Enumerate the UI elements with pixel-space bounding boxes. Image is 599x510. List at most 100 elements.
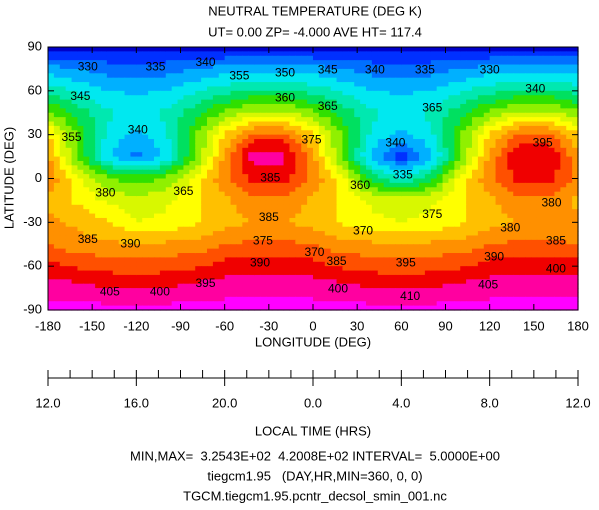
contour-cell bbox=[395, 147, 402, 153]
contour-cell bbox=[489, 156, 497, 162]
contour-cell bbox=[83, 217, 90, 223]
contour-cell bbox=[171, 121, 179, 127]
contour-cell bbox=[218, 143, 226, 149]
contour-cell bbox=[348, 152, 355, 158]
contour-cell bbox=[48, 235, 55, 241]
contour-cell bbox=[324, 55, 332, 61]
contour-cell bbox=[354, 64, 361, 70]
contour-cell bbox=[495, 77, 503, 83]
contour-cell bbox=[130, 222, 137, 228]
contour-cell bbox=[218, 182, 226, 188]
contour-cell bbox=[71, 235, 79, 241]
contour-cell bbox=[177, 51, 185, 57]
contour-cell bbox=[501, 73, 508, 79]
contour-cell bbox=[324, 117, 332, 123]
contour-cell bbox=[118, 143, 126, 149]
contour-cell bbox=[548, 77, 556, 83]
contour-cell bbox=[59, 73, 67, 79]
contour-cell bbox=[501, 178, 508, 184]
contour-cell bbox=[336, 253, 344, 258]
contour-cell bbox=[218, 60, 226, 66]
contour-cell bbox=[501, 51, 508, 57]
contour-cell bbox=[289, 64, 296, 70]
contour-cell bbox=[477, 253, 485, 258]
contour-cell bbox=[466, 108, 473, 114]
contour-cell bbox=[377, 47, 385, 52]
contour-cell bbox=[348, 182, 355, 188]
contour-cell bbox=[419, 160, 426, 166]
contour-cell bbox=[207, 68, 214, 74]
contour-cell bbox=[472, 274, 479, 280]
contour-cell bbox=[501, 152, 508, 158]
contour-cell bbox=[271, 165, 279, 171]
contour-cell bbox=[342, 283, 349, 289]
contour-cell bbox=[212, 139, 220, 145]
contour-cell bbox=[324, 261, 332, 267]
contour-cell bbox=[230, 182, 238, 188]
contour-cell bbox=[189, 90, 196, 96]
contour-cell bbox=[195, 130, 202, 136]
contour-cell bbox=[189, 95, 196, 101]
contour-cell bbox=[383, 64, 391, 70]
contour-cell bbox=[366, 99, 373, 105]
contour-cell bbox=[454, 174, 461, 180]
contour-cell bbox=[366, 125, 373, 131]
contour-cell bbox=[201, 160, 208, 166]
contour-cell bbox=[501, 204, 508, 210]
contour-cell bbox=[536, 160, 544, 166]
contour-cell bbox=[307, 64, 314, 70]
contour-cell bbox=[71, 99, 79, 105]
contour-cell bbox=[77, 283, 84, 289]
contour-cell bbox=[159, 257, 167, 263]
contour-cell bbox=[436, 103, 444, 109]
contour-cell bbox=[165, 169, 173, 175]
contour-cell bbox=[295, 226, 302, 232]
contour-cell bbox=[277, 274, 285, 280]
contour-cell bbox=[360, 99, 367, 105]
contour-cell bbox=[548, 64, 556, 70]
contour-cell bbox=[260, 279, 267, 285]
contour-cell bbox=[442, 274, 450, 280]
contour-cell bbox=[260, 213, 267, 219]
contour-cell bbox=[177, 68, 185, 74]
contour-cell bbox=[271, 152, 279, 158]
contour-cell bbox=[507, 117, 514, 123]
contour-cell bbox=[189, 187, 196, 193]
contour-cell bbox=[295, 73, 302, 79]
contour-cell bbox=[313, 244, 320, 250]
contour-cell bbox=[566, 257, 573, 263]
contour-cell bbox=[466, 117, 473, 123]
contour-cell bbox=[554, 200, 561, 206]
contour-cell bbox=[554, 266, 561, 272]
contour-cell bbox=[489, 257, 497, 263]
contour-cell bbox=[171, 226, 179, 232]
contour-cell bbox=[324, 134, 332, 140]
contour-cell bbox=[419, 51, 426, 57]
contour-cell bbox=[236, 235, 243, 241]
contour-cell bbox=[342, 209, 349, 215]
contour-cell bbox=[248, 82, 255, 88]
contour-cell bbox=[195, 82, 202, 88]
contour-cell bbox=[572, 90, 579, 96]
contour-cell bbox=[366, 239, 373, 245]
contour-cell bbox=[354, 86, 361, 92]
contour-cell bbox=[171, 187, 179, 193]
contour-cell bbox=[165, 235, 173, 241]
contour-cell bbox=[507, 279, 514, 285]
contour-cell bbox=[195, 121, 202, 127]
contour-cell bbox=[189, 160, 196, 166]
contour-cell bbox=[542, 47, 550, 52]
contour-cell bbox=[560, 68, 567, 74]
contour-cell bbox=[265, 261, 273, 267]
contour-cell bbox=[318, 169, 326, 175]
contour-cell bbox=[354, 213, 361, 219]
contour-cell bbox=[95, 182, 102, 188]
contour-cell bbox=[430, 165, 438, 171]
contour-cell bbox=[53, 147, 61, 153]
contour-cell bbox=[118, 68, 126, 74]
contour-cell bbox=[460, 139, 467, 145]
contour-cell bbox=[148, 139, 155, 145]
contour-cell bbox=[265, 231, 273, 237]
contour-cell bbox=[136, 90, 143, 96]
contour-cell bbox=[336, 147, 344, 153]
